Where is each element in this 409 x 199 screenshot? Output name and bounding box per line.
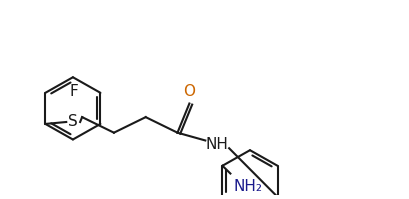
- Text: S: S: [68, 114, 78, 130]
- Text: NH: NH: [205, 137, 228, 152]
- Text: NH₂: NH₂: [233, 179, 262, 194]
- Text: F: F: [70, 84, 79, 99]
- Text: O: O: [183, 84, 195, 99]
